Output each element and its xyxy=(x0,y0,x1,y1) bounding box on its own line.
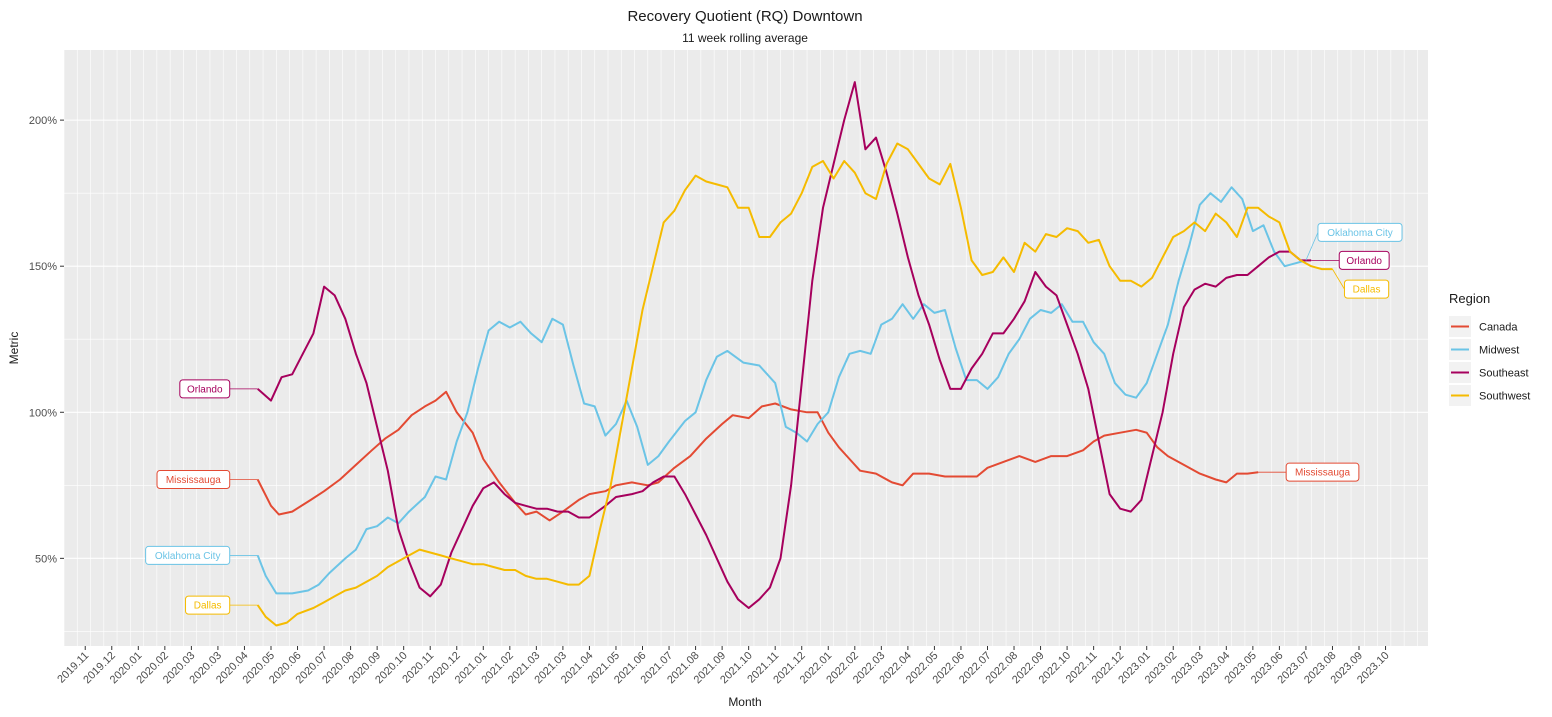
series-label-leader xyxy=(1305,232,1319,261)
series-label: Dallas xyxy=(185,595,258,615)
series-line-canada xyxy=(256,390,1259,522)
series-label-text: Orlando xyxy=(1346,256,1382,267)
series-line-midwest xyxy=(256,186,1307,595)
series-label-box xyxy=(179,379,231,399)
y-tick-label: 150% xyxy=(29,261,57,273)
legend: Region Canada Midwest Southeast Southwest xyxy=(1449,291,1530,406)
legend-title: Region xyxy=(1449,291,1490,306)
legend-label: Southwest xyxy=(1479,391,1530,403)
series-label-leader xyxy=(1332,268,1345,290)
y-axis: 50% 100% 150% 200% xyxy=(29,115,64,565)
y-tick-label: 100% xyxy=(29,407,57,419)
y-tick-label: 50% xyxy=(35,553,57,565)
series-label-text: Dallas xyxy=(1353,285,1381,296)
series-label: Oklahoma City xyxy=(145,545,258,565)
chart-subtitle: 11 week rolling average xyxy=(682,31,808,45)
series-label: Orlando xyxy=(1311,250,1390,270)
x-axis: 2019.112019.122020.012020.022020.032020.… xyxy=(55,646,1392,686)
series-label-box xyxy=(156,469,231,489)
chart-title: Recovery Quotient (RQ) Downtown xyxy=(627,8,862,25)
series-label: Mississauga xyxy=(1258,462,1360,482)
y-axis-title: Metric xyxy=(7,332,21,365)
y-tick-label: 200% xyxy=(29,115,57,127)
series-label-text: Dallas xyxy=(194,601,222,612)
series-line-southwest xyxy=(256,142,1333,627)
series-label-box xyxy=(1343,279,1390,299)
series-label-text: Orlando xyxy=(187,384,223,395)
legend-label: Canada xyxy=(1479,322,1518,334)
series-line-southeast xyxy=(257,81,1312,609)
series-label-box xyxy=(1285,462,1360,482)
gridlines xyxy=(63,50,1428,646)
legend-label: Southeast xyxy=(1479,368,1529,380)
series-label-box xyxy=(1317,222,1403,242)
series-labels: Orlando Mississauga Oklahoma City Dallas Okl… xyxy=(145,222,1403,615)
series-label-text: Oklahoma City xyxy=(155,551,221,562)
series-label: Orlando xyxy=(179,379,258,399)
series-layer xyxy=(256,81,1333,627)
series-label: Oklahoma City xyxy=(1305,222,1403,261)
series-label: Mississauga xyxy=(156,469,258,489)
plot-panel xyxy=(64,50,1428,646)
x-axis-title: Month xyxy=(728,695,761,709)
series-label-box xyxy=(185,595,231,615)
series-label-box xyxy=(145,545,231,565)
series-label-text: Mississauga xyxy=(166,475,221,486)
series-label: Dallas xyxy=(1332,268,1390,299)
series-label-text: Mississauga xyxy=(1295,468,1350,479)
series-label-box xyxy=(1338,250,1390,270)
legend-label: Midwest xyxy=(1479,345,1519,357)
series-label-text: Oklahoma City xyxy=(1327,228,1393,239)
